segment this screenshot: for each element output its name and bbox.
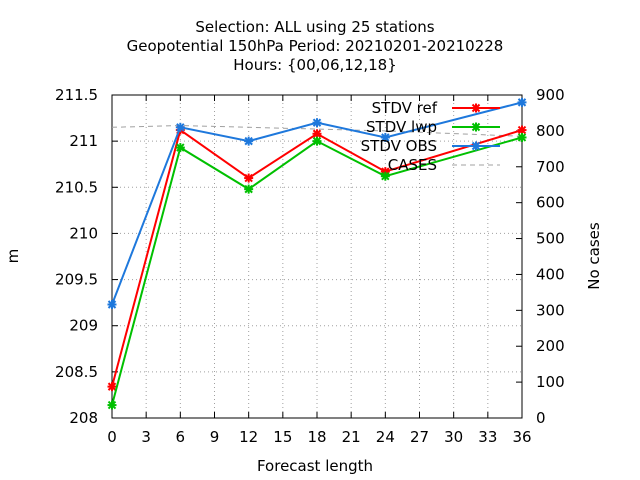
x-tick-label: 30 <box>444 428 463 446</box>
x-tick-label: 27 <box>410 428 429 446</box>
legend-marker <box>472 104 481 113</box>
legend-entry-stdv-lwp: STDV lwp <box>366 118 500 136</box>
y-tick-label: 210 <box>69 224 98 242</box>
y-tick-label: 209.5 <box>55 271 98 289</box>
y2-tick-label: 800 <box>536 122 565 140</box>
y2-tick-label: 900 <box>536 86 565 104</box>
data-point-stdv-lwp <box>518 133 527 142</box>
data-point-stdv-lwp <box>244 185 253 194</box>
y-tick-label: 209 <box>69 317 98 335</box>
legend-label: STDV lwp <box>366 118 437 136</box>
x-axis-label: Forecast length <box>257 457 373 475</box>
y2-tick-label: 300 <box>536 301 565 319</box>
y2-tick-label: 0 <box>536 409 546 427</box>
x-tick-label: 18 <box>307 428 326 446</box>
y-tick-label: 211.5 <box>55 86 98 104</box>
chart-title-line-3: Hours: {00,06,12,18} <box>233 56 397 74</box>
y2-tick-label: 500 <box>536 230 565 248</box>
y2-tick-label: 400 <box>536 265 565 283</box>
y-tick-label: 211 <box>69 132 98 150</box>
x-tick-label: 12 <box>239 428 258 446</box>
y2-tick-label: 100 <box>536 373 565 391</box>
data-point-stdv-lwp <box>108 401 117 410</box>
data-point-stdv-lwp <box>313 137 322 146</box>
x-tick-label: 33 <box>478 428 497 446</box>
legend-entry-stdv-ref: STDV ref <box>372 99 500 117</box>
data-point-stdv-obs <box>244 137 253 146</box>
data-point-stdv-lwp <box>176 143 185 152</box>
y2-axis-label: No cases <box>585 222 603 290</box>
y-tick-label: 208 <box>69 409 98 427</box>
legend-label: CASES <box>388 156 437 174</box>
x-tick-label: 15 <box>273 428 292 446</box>
legend-marker <box>472 123 481 132</box>
x-tick-label: 3 <box>141 428 151 446</box>
y-tick-label: 208.5 <box>55 363 98 381</box>
y2-tick-label: 600 <box>536 194 565 212</box>
data-point-stdv-ref <box>244 174 253 183</box>
legend-marker <box>472 142 481 151</box>
legend-label: STDV OBS <box>361 137 437 155</box>
series <box>108 98 527 410</box>
data-point-stdv-obs <box>313 118 322 127</box>
series-line-stdv-ref <box>112 130 522 387</box>
y2-tick-label: 700 <box>536 158 565 176</box>
x-tick-label: 24 <box>376 428 395 446</box>
y2-tick-label: 200 <box>536 337 565 355</box>
chart-title-line-1: Selection: ALL using 25 stations <box>195 18 434 36</box>
legend-entry-stdv-obs: STDV OBS <box>361 137 500 155</box>
x-tick-label: 9 <box>210 428 220 446</box>
data-point-stdv-obs <box>108 300 117 309</box>
x-tick-label: 6 <box>176 428 186 446</box>
legend-label: STDV ref <box>372 99 438 117</box>
y-tick-label: 210.5 <box>55 178 98 196</box>
x-tick-label: 0 <box>107 428 117 446</box>
x-tick-label: 21 <box>342 428 361 446</box>
x-tick-label: 36 <box>512 428 531 446</box>
chart-title-line-2: Geopotential 150hPa Period: 20210201-202… <box>127 37 504 55</box>
data-point-stdv-obs <box>176 123 185 132</box>
y-axis-label: m <box>4 249 22 264</box>
data-point-stdv-obs <box>518 98 527 107</box>
